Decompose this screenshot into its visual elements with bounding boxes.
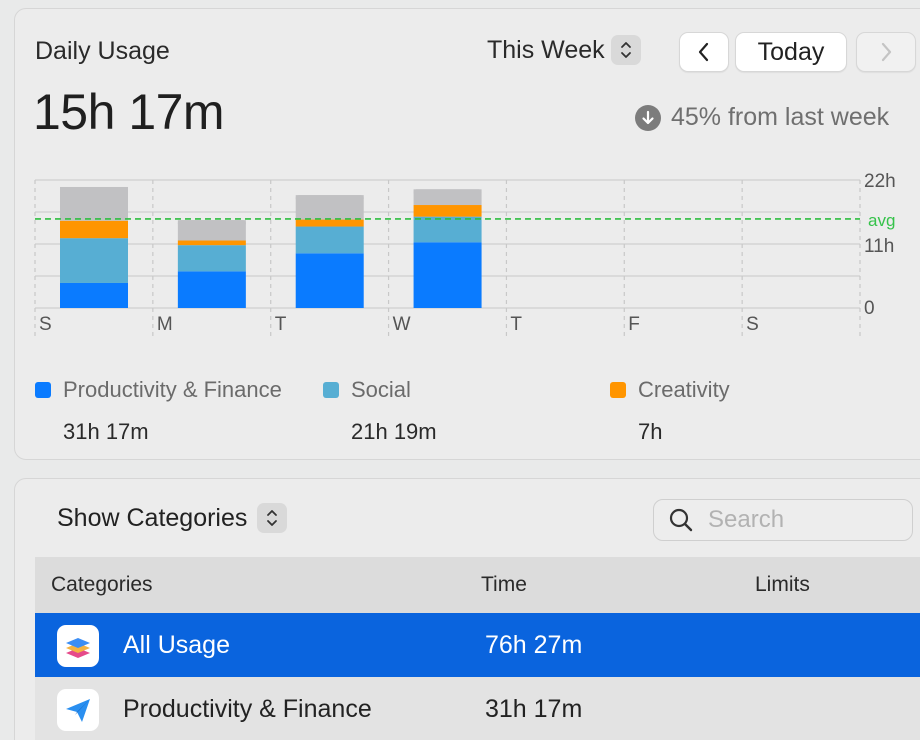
usage-panel: Daily Usage 15h 17m This Week Today 45% … xyxy=(14,8,920,460)
search-icon xyxy=(669,508,693,532)
chart-bar-segment xyxy=(295,253,364,308)
chevron-left-icon xyxy=(698,42,709,62)
chart-bar-segment xyxy=(413,205,482,217)
up-down-chevron-icon xyxy=(257,503,288,533)
total-usage-value: 15h 17m xyxy=(33,84,225,140)
chart-day-label: S xyxy=(39,314,52,335)
column-header-categories[interactable]: Categories xyxy=(51,573,153,596)
daily-usage-title: Daily Usage xyxy=(35,37,170,65)
previous-week-button[interactable] xyxy=(679,32,729,72)
legend-value: 31h 17m xyxy=(63,419,149,444)
search-field[interactable] xyxy=(653,499,913,541)
chart-day-label: S xyxy=(746,314,759,335)
chart-day-label: T xyxy=(510,314,522,335)
paper-plane-icon xyxy=(57,689,99,731)
categories-panel: Show Categories Categories Time Limits A… xyxy=(14,478,920,740)
legend-value: 7h xyxy=(638,419,663,444)
legend-value: 21h 19m xyxy=(351,419,437,444)
chart-bar-segment xyxy=(177,271,246,308)
chart-bar-segment xyxy=(60,282,128,308)
chart-day-label: F xyxy=(628,314,640,335)
stack-layers-icon xyxy=(57,625,99,667)
row-category-name: All Usage xyxy=(123,631,230,659)
chart-day-label: W xyxy=(393,314,411,335)
table-header: Categories Time Limits xyxy=(35,557,920,613)
legend-item-creativity: Creativity 7h xyxy=(610,377,730,445)
chart-day-label: M xyxy=(157,314,173,335)
chart-bar-cap xyxy=(295,195,364,202)
legend-name: Creativity xyxy=(638,377,730,402)
chart-bar-segment xyxy=(413,242,482,308)
legend-item-social: Social 21h 19m xyxy=(323,377,437,445)
chart-bar-segment xyxy=(295,219,364,227)
show-categories-selector[interactable]: Show Categories xyxy=(57,503,288,533)
legend-swatch xyxy=(323,382,339,398)
column-header-time[interactable]: Time xyxy=(481,573,527,596)
chart-bar-segment xyxy=(177,240,246,246)
chart-bar-cap xyxy=(413,189,482,196)
weekly-change-indicator: 45% from last week xyxy=(635,103,889,132)
row-time-value: 31h 17m xyxy=(485,695,583,723)
column-header-limits[interactable]: Limits xyxy=(755,573,810,596)
legend-item-productivity: Productivity & Finance 31h 17m xyxy=(35,377,282,445)
chart-bar-segment xyxy=(295,226,364,254)
chart-bar-cap xyxy=(177,220,246,227)
row-category-name: Productivity & Finance xyxy=(123,695,372,723)
chart-bar-segment xyxy=(177,245,246,272)
chart-bar-segment xyxy=(60,220,128,239)
today-button[interactable]: Today xyxy=(735,32,847,72)
chevron-right-icon xyxy=(881,42,892,62)
weekly-change-text: 45% from last week xyxy=(671,103,890,131)
row-time-value: 76h 27m xyxy=(485,631,583,659)
period-selector[interactable]: This Week xyxy=(487,35,641,65)
table-row-productivity-finance[interactable]: Productivity & Finance 31h 17m xyxy=(35,677,920,740)
legend-swatch xyxy=(35,382,51,398)
chart-y-tick-label: 11h xyxy=(864,236,894,257)
chart-y-tick-label: 22h xyxy=(864,171,896,192)
chart-y-tick-label: 0 xyxy=(864,298,875,319)
chart-bar-segment xyxy=(60,238,128,283)
arrow-down-circle-icon xyxy=(635,104,661,131)
legend-name: Social xyxy=(351,377,411,402)
search-input[interactable] xyxy=(708,506,888,534)
chart-average-label: avg xyxy=(868,211,895,230)
chart-bar-segment xyxy=(413,216,482,243)
table-row-all-usage[interactable]: All Usage 76h 27m xyxy=(35,613,920,677)
chart-bar-cap xyxy=(60,186,128,193)
up-down-chevron-icon xyxy=(610,35,641,65)
period-selector-label: This Week xyxy=(487,35,605,64)
next-week-button[interactable] xyxy=(856,32,916,72)
legend-swatch xyxy=(610,382,626,398)
show-categories-label: Show Categories xyxy=(57,503,248,532)
chart-day-label: T xyxy=(275,314,287,335)
legend-name: Productivity & Finance xyxy=(63,377,282,402)
